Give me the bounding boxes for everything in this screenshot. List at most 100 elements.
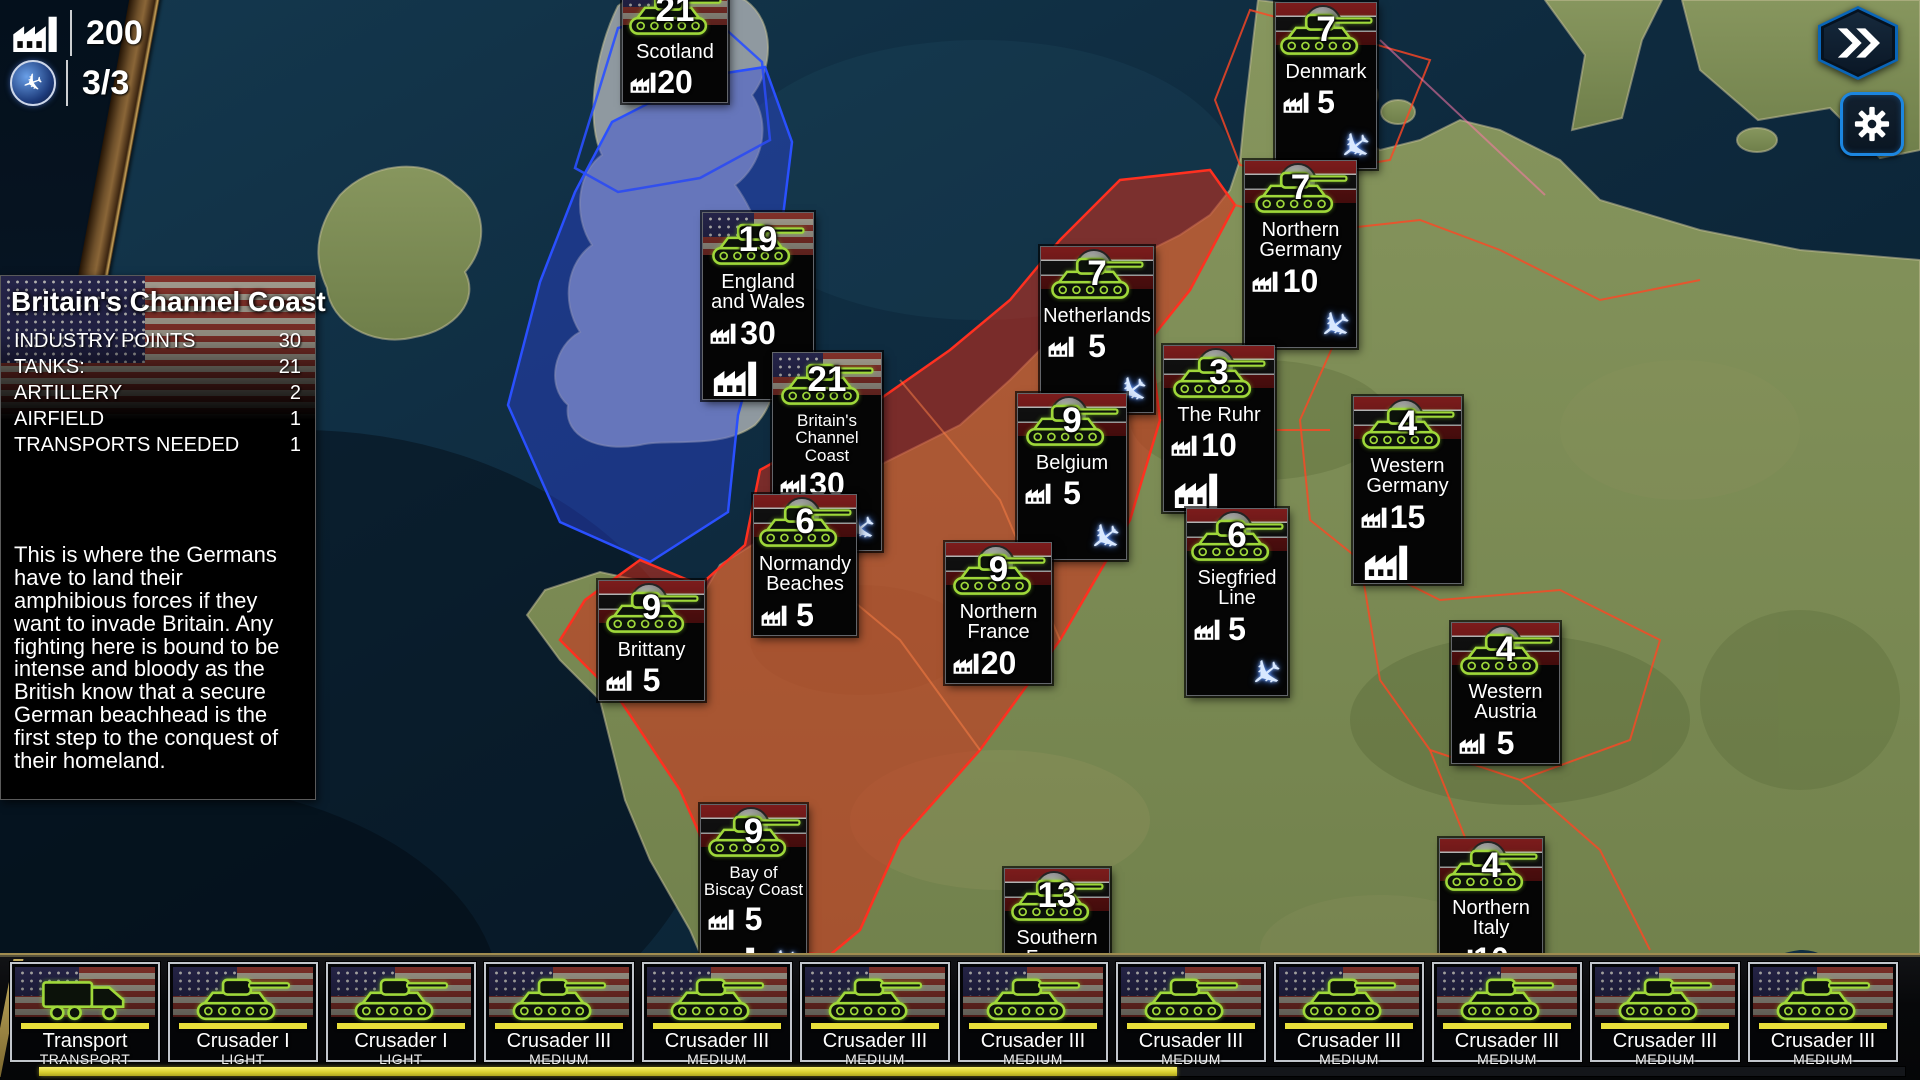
factory-icon [1458,732,1486,754]
unit-readiness-bar [1127,1023,1255,1029]
region-marker[interactable]: 7 Denmark 5 ✈ [1275,2,1382,175]
tank-icon: 19 [710,215,806,271]
tank-count: 21 [655,0,695,29]
unit-class: MEDIUM [1793,1051,1853,1067]
unit-card[interactable]: Crusader III MEDIUM [1748,962,1898,1067]
unit-card[interactable]: Crusader III MEDIUM [1274,962,1424,1067]
stat-value: 1 [289,408,301,430]
tank-icon: 3 [1171,348,1267,404]
region-marker[interactable]: 4 Western Austria 5 ✈ [1451,622,1560,764]
marker-header: 7 [1245,161,1356,219]
region-marker[interactable]: 7 Netherlands 5 ✈ [1040,246,1159,419]
tank-icon [1297,972,1401,1024]
industry-value: 5 [1228,610,1246,647]
unit-card[interactable]: Crusader III MEDIUM [1590,962,1740,1067]
unit-name: Crusader III [980,1030,1086,1052]
unit-readiness-bar [21,1023,149,1029]
region-marker[interactable]: 6 Siegfried Line 5 ✈ [1186,508,1293,701]
region-marker[interactable]: 3 The Ruhr 10 ✈ [1163,345,1275,513]
tank-icon: 4 [1443,841,1539,897]
industry-row: 5 [1187,609,1287,649]
unit-card[interactable]: Crusader III MEDIUM [1432,962,1582,1067]
tank-icon [1139,972,1243,1024]
marker-header: 21 [773,353,881,411]
tank-count: 7 [1290,168,1311,207]
region-name: The Ruhr [1177,404,1261,426]
region-name: Brittany [617,639,686,661]
region-marker[interactable]: 4 Western Germany 15 ✈ [1353,396,1462,584]
tank-count: 9 [988,550,1009,589]
industry-row: 5 [1018,473,1126,513]
region-name: Belgium [1035,452,1109,474]
stat-value: 2 [289,382,301,404]
industry-value: 5 [1317,84,1335,121]
marker-icons-row: ✈ [1187,648,1293,701]
unit-class: LIGHT [221,1051,265,1067]
end-turn-button[interactable] [1818,6,1898,80]
region-name: Northern Germany [1259,219,1342,262]
unit-card[interactable]: Crusader III MEDIUM [958,962,1108,1067]
stat-row: TRANSPORTS NEEDED 1 [1,432,315,458]
marker-header: 4 [1452,623,1559,681]
settings-button[interactable] [1840,92,1904,156]
unit-production-bar: Transport TRANSPORT Crusader I LIGHT Cru… [0,953,1920,1080]
stat-label: ARTILLERY [14,382,123,404]
tank-icon: 7 [1278,5,1374,61]
region-marker[interactable]: 9 Brittany 5 ✈ [598,580,705,702]
industry-points-value: 200 [86,13,143,52]
marker-header: 7 [1276,3,1376,61]
tank-count: 13 [1037,876,1077,915]
unit-card[interactable]: Transport TRANSPORT [10,962,160,1067]
region-name: Siegfried Line [1197,567,1277,610]
marker-header: 9 [701,805,806,863]
unit-card[interactable]: Crusader I LIGHT [168,962,318,1067]
unit-class: MEDIUM [1635,1051,1695,1067]
industry-row: 10 [1164,425,1274,465]
region-marker[interactable]: 6 Normandy Beaches 5 ✈ [753,494,857,636]
unit-card[interactable]: Crusader III MEDIUM [484,962,634,1067]
fast-forward-icon [1836,26,1880,60]
industry-value: 20 [657,64,693,101]
turns-value: 3/3 [82,63,130,102]
tank-count: 4 [1397,404,1418,443]
unit-name: Crusader III [1612,1030,1718,1052]
unit-readiness-bar [1759,1023,1887,1029]
tank-icon: 6 [757,497,853,553]
unit-name: Crusader III [1138,1030,1244,1052]
tank-icon [1613,972,1717,1024]
region-marker[interactable]: 9 Belgium 5 ✈ [1017,393,1132,566]
unit-card[interactable]: Crusader III MEDIUM [800,962,950,1067]
unit-readiness-bar [337,1023,465,1029]
unit-class: MEDIUM [1477,1051,1537,1067]
region-marker[interactable]: 9 Northern France 20 ✈ [945,542,1052,684]
marker-header: 6 [754,495,856,553]
region-description: This is where the Germans have to land t… [14,542,280,773]
region-name: Northern France [959,601,1038,644]
unit-card[interactable]: Crusader I LIGHT [326,962,476,1067]
major-factory-icon [1362,543,1410,580]
tank-count: 7 [1087,254,1107,293]
region-marker[interactable]: 21 Scotland 20 ✈ [622,0,728,104]
gear-icon [1854,106,1890,142]
region-name: Western Germany [1366,455,1449,498]
stat-row: INDUSTRY POINTS 30 [1,328,315,354]
tank-icon [981,972,1085,1024]
stat-label: TANKS: [14,356,85,378]
tank-count: 6 [1227,516,1247,555]
industry-value: 5 [796,596,814,633]
major-factory-icon [711,359,759,396]
tank-count: 9 [1062,401,1082,440]
region-marker[interactable]: 7 Northern Germany 10 ✈ [1244,160,1362,353]
tank-count: 4 [1495,630,1516,669]
industry-value: 10 [1282,262,1319,299]
marker-header: 13 [1005,869,1109,927]
unit-class: MEDIUM [529,1051,589,1067]
region-marker[interactable]: 19 England and Wales 30 ✈ [702,212,814,400]
unit-card[interactable]: Crusader III MEDIUM [1116,962,1266,1067]
industry-value: 20 [980,644,1017,681]
region-name: Scotland [636,41,714,63]
unit-card[interactable]: Crusader III MEDIUM [642,962,792,1067]
airfield-icon: ✈ [1080,512,1132,566]
unit-class: LIGHT [379,1051,423,1067]
